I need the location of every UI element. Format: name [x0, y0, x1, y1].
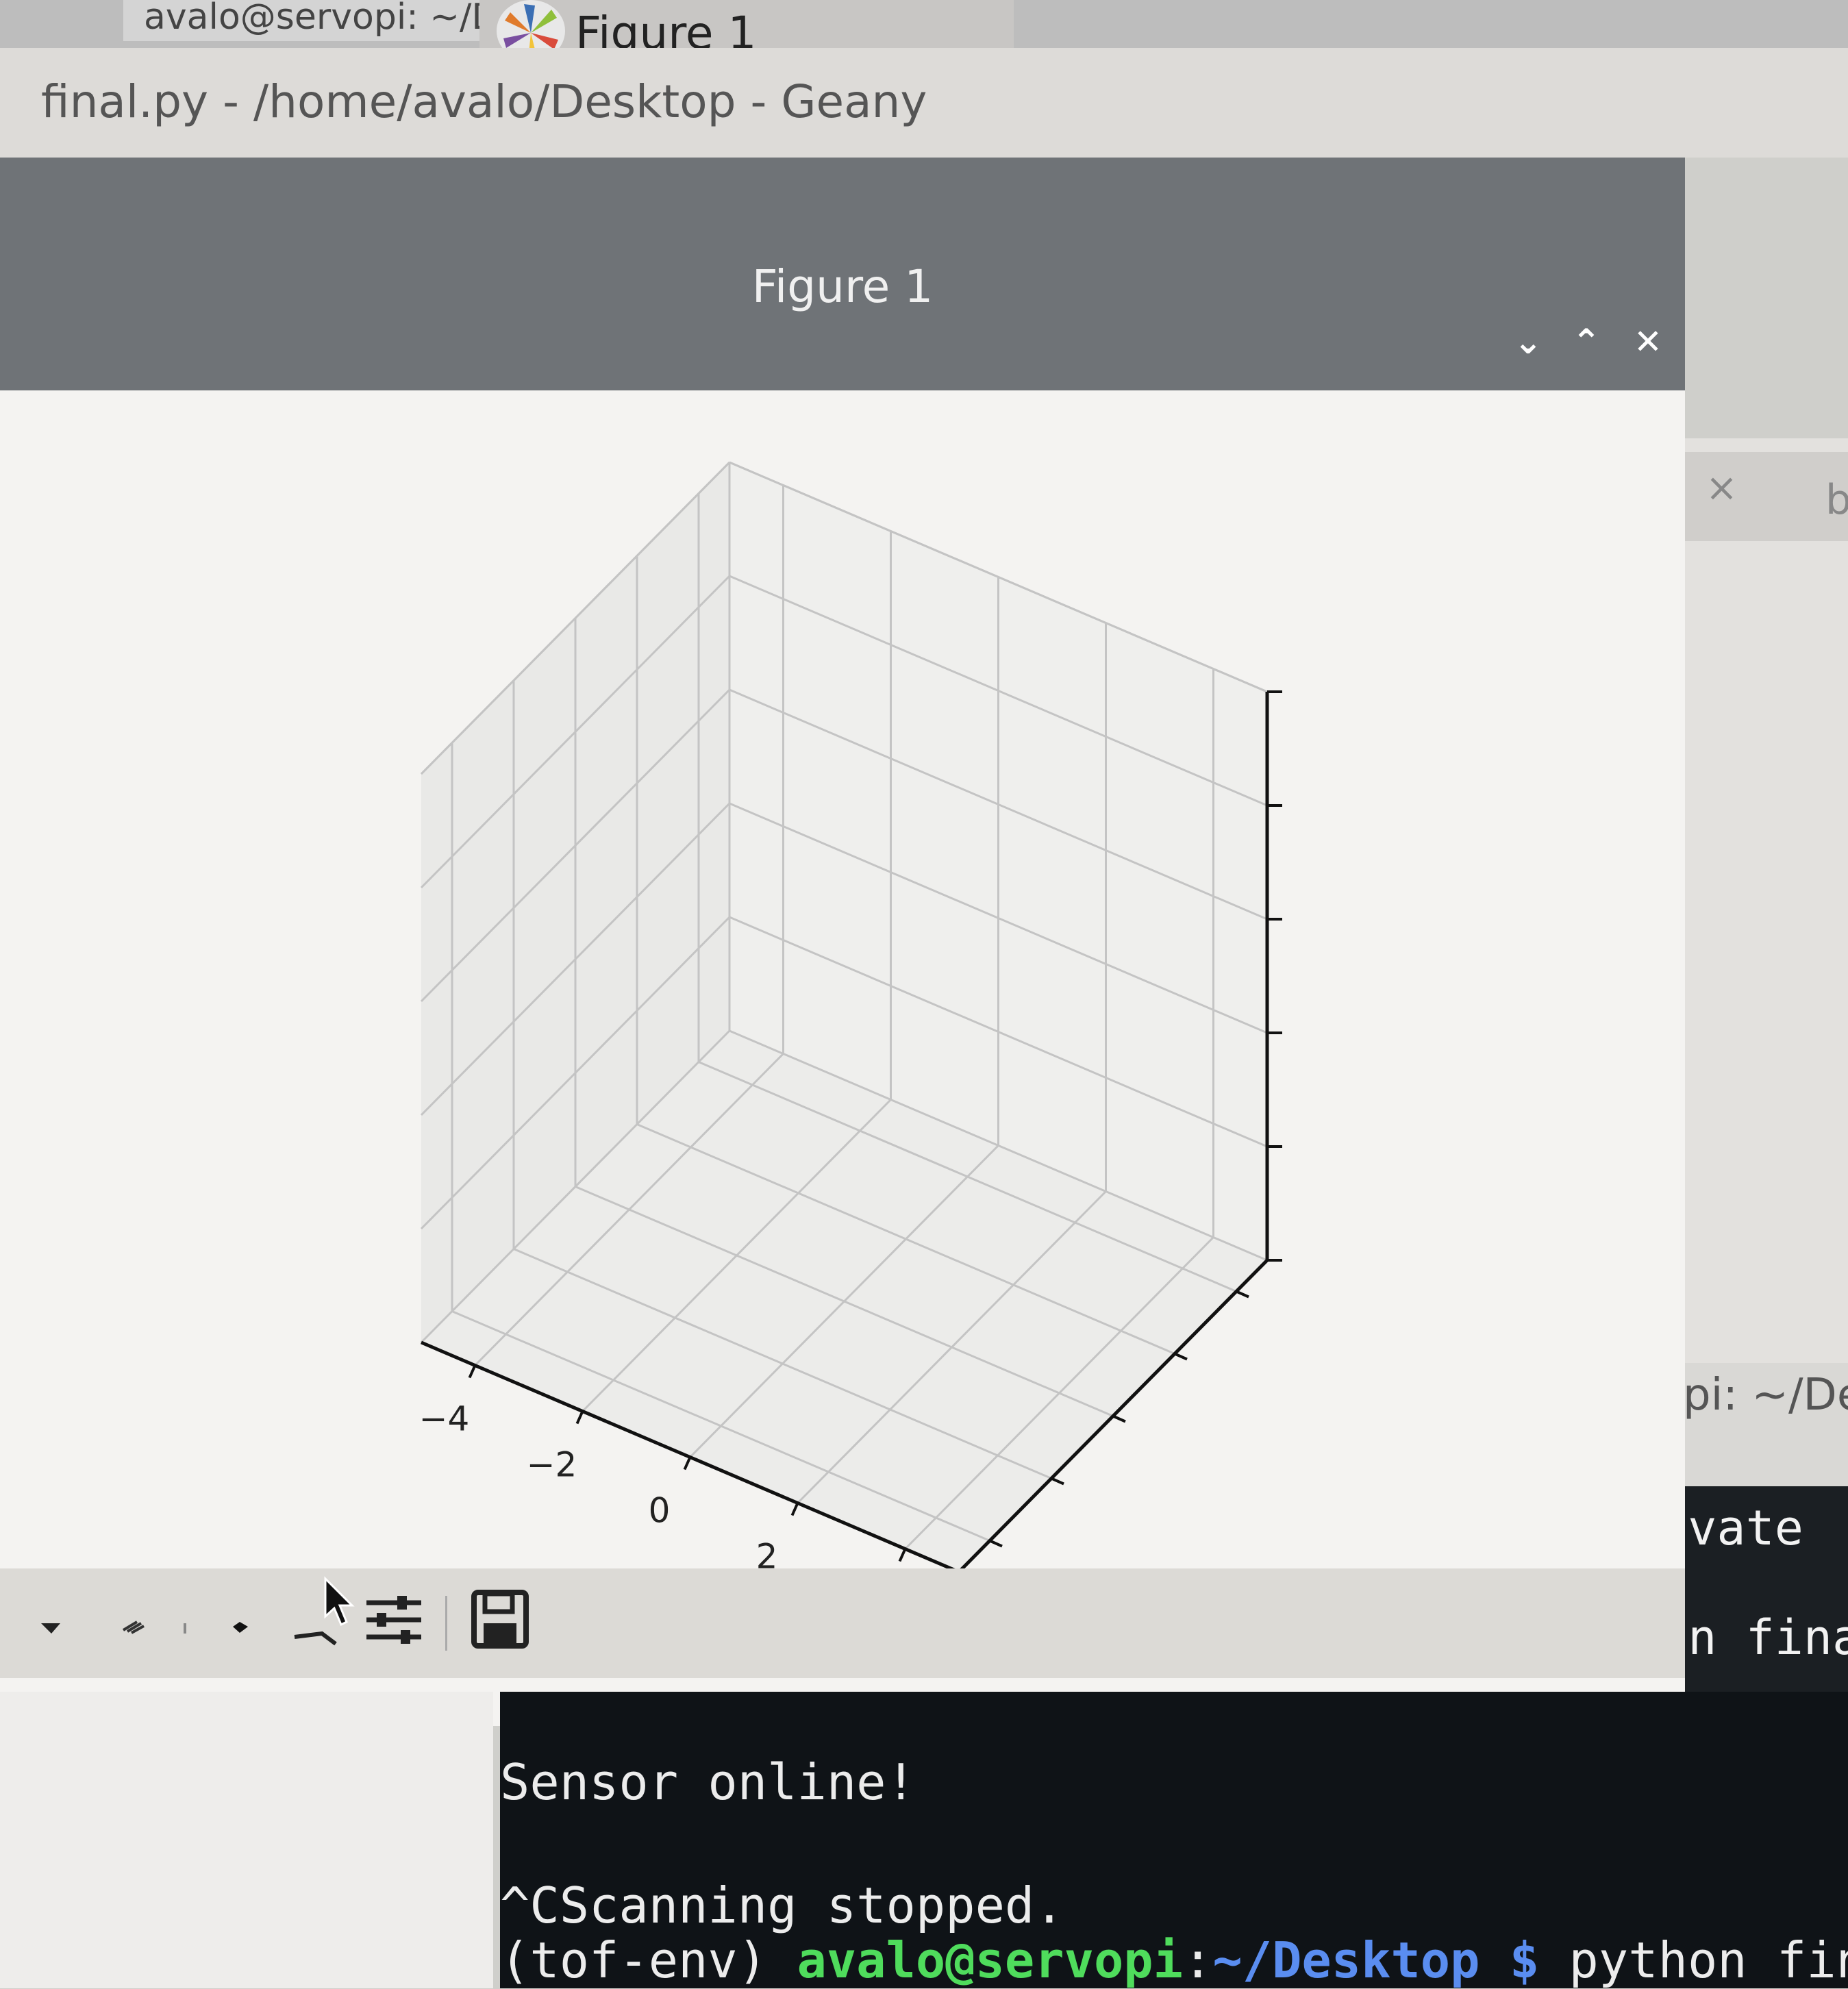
x-tick-label: 2 — [756, 1537, 778, 1569]
x-tick-label: −2 — [527, 1445, 577, 1485]
scatter3d-plot[interactable]: −4−2024 — [0, 390, 1685, 1568]
toolbar-separator — [445, 1596, 447, 1651]
figure-titlebar[interactable]: Figure 1 ⌄ ⌃ ✕ — [0, 158, 1685, 390]
axes-panes — [421, 462, 1267, 1568]
floor-gridline — [451, 1310, 990, 1542]
taskbar-terminal-task[interactable]: avalo@servopi: ~/De... — [123, 0, 493, 41]
minimize-button[interactable]: ⌄ — [1514, 322, 1543, 362]
left-gridline — [420, 688, 731, 1003]
figure-title: Figure 1 — [751, 260, 934, 313]
axes-labels: −4−2024 — [419, 1399, 778, 1569]
save-icon[interactable] — [466, 1582, 534, 1658]
figure-window: Figure 1 ⌄ ⌃ ✕ −4−2024 — [0, 158, 1685, 1726]
floor-pane — [421, 1031, 1267, 1568]
maximize-button[interactable]: ⌃ — [1572, 322, 1601, 362]
axes-grid — [420, 461, 1268, 1550]
axes-lines — [421, 690, 1282, 1568]
y-tick — [1051, 1477, 1064, 1486]
editor-area[interactable] — [0, 1692, 493, 1988]
pan-icon[interactable] — [212, 1582, 267, 1651]
geany-titlebar: final.py - /home/avalo/Desktop - Geany — [0, 48, 1848, 158]
floor-gridline — [636, 1123, 1175, 1355]
left-gridline — [420, 802, 731, 1116]
x-tick — [683, 1456, 692, 1471]
terminal-line: Sensor online! — [500, 1753, 916, 1811]
x-tick-label: 0 — [649, 1491, 671, 1531]
back-gridline — [729, 688, 1268, 921]
mouse-cursor-icon — [324, 1576, 355, 1627]
prompt-command: python final — [1569, 1931, 1848, 1989]
x-tick — [575, 1410, 584, 1425]
background-close-icon[interactable]: × — [1706, 466, 1738, 510]
y-tick — [1236, 1290, 1249, 1299]
x-tick — [898, 1548, 907, 1562]
back-gridline — [729, 916, 1268, 1148]
floor-gridline — [575, 1186, 1114, 1417]
close-button[interactable]: ✕ — [1634, 322, 1662, 362]
prompt-env: (tof-env) — [500, 1931, 797, 1989]
left-gridline — [420, 916, 731, 1230]
prompt-user: avalo@servopi — [797, 1931, 1184, 1989]
home-icon[interactable] — [21, 1582, 75, 1651]
x-tick — [790, 1502, 799, 1516]
prompt-path: ~/Desktop $ — [1212, 1931, 1540, 1989]
terminal-window[interactable]: Sensor online! ^CScanning stopped. (tof-… — [500, 1692, 1848, 1989]
forward-icon[interactable] — [171, 1582, 199, 1651]
background-tab[interactable] — [1671, 452, 1848, 541]
configure-subplots-icon[interactable] — [360, 1582, 428, 1658]
x-tick — [468, 1364, 477, 1379]
geany-window-title: final.py - /home/avalo/Desktop - Geany — [41, 75, 927, 128]
back-icon[interactable] — [103, 1582, 158, 1651]
terminal-line: ^CScanning stopped. — [500, 1877, 1064, 1934]
floor-gridline — [513, 1248, 1052, 1479]
background-edge-text: b — [1825, 476, 1848, 524]
pane-edge — [729, 461, 1268, 693]
floor-gridline — [698, 1061, 1237, 1292]
back-gridline — [729, 575, 1268, 807]
left-gridline — [420, 575, 731, 889]
y-tick — [989, 1539, 1003, 1548]
y-tick — [1112, 1414, 1126, 1423]
back-gridline — [729, 1029, 1268, 1262]
taskbar: avalo@servopi: ~/De... Figure 1 — [0, 0, 1848, 110]
y-tick — [1174, 1352, 1188, 1361]
prompt-sep: : — [1183, 1931, 1213, 1989]
zoom-icon[interactable] — [288, 1582, 349, 1658]
left-gridline — [420, 1029, 731, 1344]
terminal-prompt: (tof-env) avalo@servopi:~/Desktop $ pyth… — [500, 1931, 1848, 1989]
back-gridline — [729, 802, 1268, 1034]
navigation-toolbar — [0, 1568, 1685, 1678]
pane-edge — [420, 461, 731, 775]
x-tick-label: −4 — [419, 1399, 470, 1439]
